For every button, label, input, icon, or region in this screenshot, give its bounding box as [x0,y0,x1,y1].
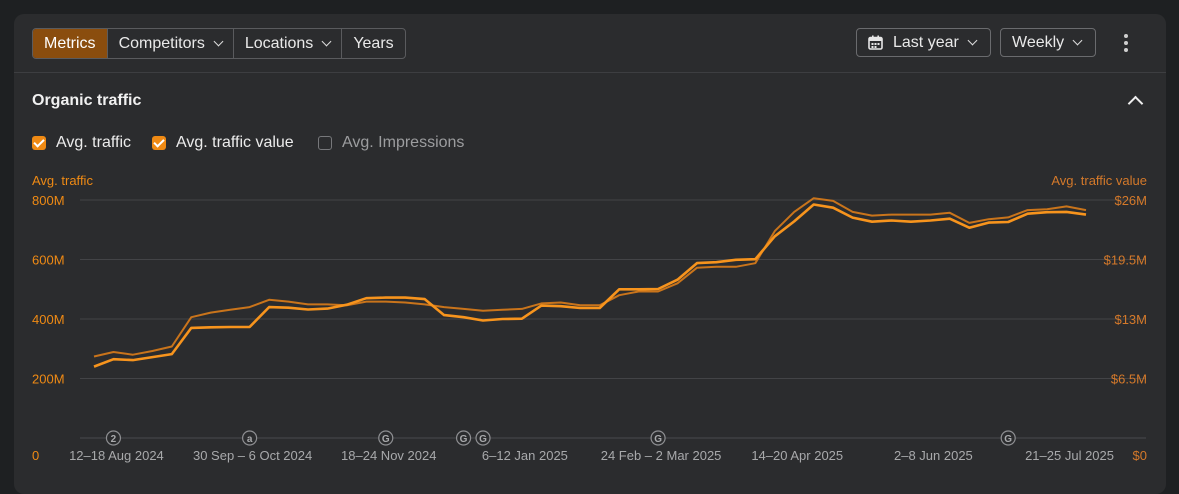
annotation-marker-label: G [1004,434,1012,445]
tab-metrics[interactable]: Metrics [33,29,108,58]
checkbox-avg-impressions[interactable]: Avg. Impressions [318,134,464,152]
checkbox-checked-icon [32,136,46,150]
x-tick-label: 2–8 Jun 2025 [894,448,973,463]
tab-locations-label: Locations [244,34,314,52]
tab-metrics-label: Metrics [44,34,96,52]
annotation-marker-label: G [382,434,390,445]
x-tick-label: 24 Feb – 2 Mar 2025 [601,448,722,463]
y-left-tick-label: 200M [32,372,65,387]
tab-locations[interactable]: Locations [234,29,343,58]
x-tick-label: 18–24 Nov 2024 [341,448,436,463]
checkbox-checked-icon [152,136,166,150]
checkbox-unchecked-icon [318,136,332,150]
annotation-marker-icon [475,430,491,446]
tab-years-label: Years [353,34,394,52]
y-left-tick-label: 800M [32,193,65,208]
annotation-marker-label: G [460,434,468,445]
calendar-icon [868,35,883,50]
annotation-marker-label: G [479,434,487,445]
tab-competitors-label: Competitors [118,34,205,52]
y-left-tick-label: 0 [32,448,39,463]
checkbox-label: Avg. traffic [56,134,131,151]
checkbox-avg-traffic[interactable]: Avg. traffic [32,134,131,152]
annotation-marker-label: 2 [111,434,117,445]
y-left-tick-label: 600M [32,253,65,268]
toolbar: Metrics Competitors Locations Years Last… [14,14,1166,73]
annotation-marker-icon [1000,430,1016,446]
interval-dropdown[interactable]: Weekly [1000,28,1096,57]
checkbox-label: Avg. traffic value [176,134,294,151]
left-axis-title: Avg. traffic [32,173,93,188]
annotation-marker-label: a [247,434,253,445]
y-right-tick-label: $0 [1133,448,1147,463]
annotation-marker-icon [455,430,472,446]
x-tick-label: 30 Sep – 6 Oct 2024 [193,448,312,463]
annotation-marker-icon [650,430,666,446]
more-options-icon[interactable] [1118,32,1134,54]
x-tick-label: 6–12 Jan 2025 [482,448,568,463]
right-axis-title: Avg. traffic value [1051,173,1147,188]
period-value: Last year [893,33,959,51]
x-tick-label: 21–25 Jul 2025 [1025,448,1114,463]
series-line-avg-traffic-value [93,197,1087,358]
y-right-tick-label: $6.5M [1111,372,1147,387]
y-left-tick-label: 400M [32,312,65,327]
x-tick-label: 12–18 Aug 2024 [69,448,164,463]
chart-panel: Metrics Competitors Locations Years Last… [14,14,1166,494]
y-right-tick-label: $13M [1114,312,1147,327]
annotation-marker-icon [105,430,122,446]
traffic-line-chart: 0 $0 200M $6.5M 400M $13M 600M $19.5M 800M $26M 12… [32,193,1147,463]
checkbox-avg-traffic-value[interactable]: Avg. traffic value [152,134,294,152]
tab-competitors[interactable]: Competitors [108,29,234,58]
section-title: Organic traffic [32,92,142,109]
y-right-tick-label: $26M [1114,193,1147,208]
checkbox-label: Avg. Impressions [342,134,465,151]
period-dropdown[interactable]: Last year [856,28,991,57]
annotation-marker-icon [378,430,394,446]
series-line-avg-traffic [93,203,1087,368]
tab-years[interactable]: Years [342,29,404,58]
view-tabs: Metrics Competitors Locations Years [32,28,406,59]
annotation-marker-icon [242,430,258,446]
x-tick-label: 14–20 Apr 2025 [751,448,843,463]
y-right-tick-label: $19.5M [1104,253,1147,268]
annotation-marker-label: G [654,434,662,445]
interval-value: Weekly [1012,33,1065,51]
